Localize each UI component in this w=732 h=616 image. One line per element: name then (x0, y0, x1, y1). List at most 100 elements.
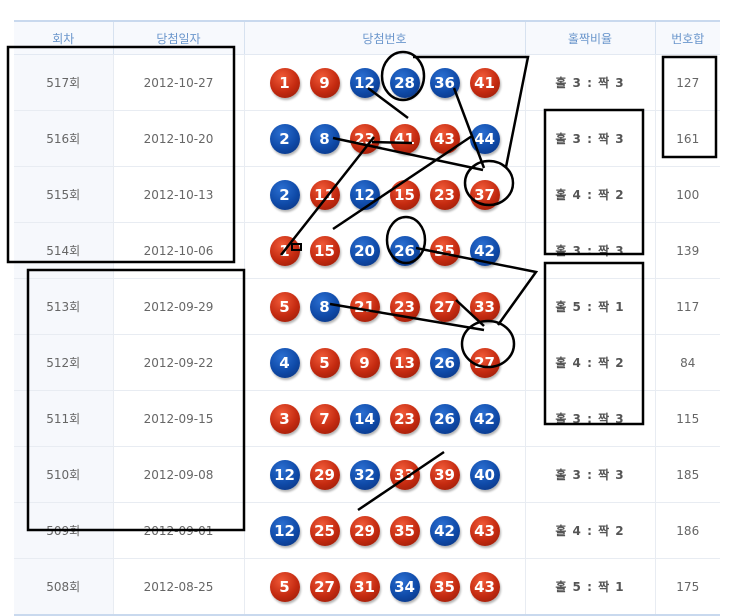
date-cell: 2012-10-13 (113, 166, 245, 223)
lotto-ball: 13 (389, 347, 420, 378)
lotto-ball: 4 (269, 347, 300, 378)
numbers-cell: 2 8 23 41 43 44 (244, 110, 526, 167)
numbers-cell: 1 9 12 28 36 41 (244, 54, 526, 111)
lotto-ball: 26 (429, 347, 460, 378)
lotto-ball: 25 (309, 515, 340, 546)
lotto-ball: 2 (269, 123, 300, 154)
lotto-ball: 20 (349, 235, 380, 266)
lotto-ball: 23 (389, 403, 420, 434)
lotto-ball: 43 (469, 515, 500, 546)
numbers-cell: 3 7 14 23 26 42 (244, 390, 526, 447)
lotto-ball: 9 (349, 347, 380, 378)
date-cell: 2012-10-27 (113, 54, 245, 111)
ratio-cell: 홀 4 : 짝 2 (525, 166, 656, 223)
lotto-ball: 3 (269, 403, 300, 434)
round-cell: 509회 (14, 502, 114, 559)
lotto-ball: 1 (269, 67, 300, 98)
sum-cell: 175 (655, 558, 720, 616)
lotto-ball: 7 (309, 403, 340, 434)
ratio-cell: 홀 3 : 짝 3 (525, 390, 656, 447)
header-ratio: 홀짝비율 (524, 20, 655, 55)
lotto-ball: 35 (429, 571, 460, 602)
lotto-ball: 23 (429, 179, 460, 210)
date-cell: 2012-09-29 (113, 278, 245, 335)
lotto-ball: 8 (309, 123, 340, 154)
lotto-ball: 23 (389, 291, 420, 322)
numbers-cell: 1 15 20 26 35 42 (244, 222, 526, 279)
lotto-ball: 1 (269, 235, 300, 266)
lotto-ball: 28 (389, 67, 420, 98)
lotto-ball: 27 (429, 291, 460, 322)
date-cell: 2012-10-20 (113, 110, 245, 167)
round-cell: 513회 (14, 278, 114, 335)
lotto-ball: 5 (269, 291, 300, 322)
sum-cell: 115 (655, 390, 720, 447)
lotto-ball: 29 (309, 459, 340, 490)
round-cell: 514회 (14, 222, 114, 279)
lotto-ball: 8 (309, 291, 340, 322)
lotto-ball: 11 (309, 179, 340, 210)
lotto-ball: 27 (309, 571, 340, 602)
numbers-cell: 5 27 31 34 35 43 (244, 558, 526, 616)
numbers-cell: 12 29 32 33 39 40 (244, 446, 526, 503)
lotto-ball: 12 (269, 515, 300, 546)
lotto-ball: 5 (309, 347, 340, 378)
lotto-ball: 43 (429, 123, 460, 154)
lotto-ball: 35 (389, 515, 420, 546)
lotto-ball: 31 (349, 571, 380, 602)
numbers-cell: 12 25 29 35 42 43 (244, 502, 526, 559)
ratio-cell: 홀 3 : 짝 3 (525, 110, 656, 167)
header-row: 회차 당첨일자 당첨번호 홀짝비율 번호합 (14, 20, 720, 55)
round-cell: 517회 (14, 54, 114, 111)
ratio-cell: 홀 4 : 짝 2 (525, 502, 656, 559)
sum-cell: 139 (655, 222, 720, 279)
date-cell: 2012-10-06 (113, 222, 245, 279)
lotto-ball: 26 (429, 403, 460, 434)
lotto-ball: 40 (469, 459, 500, 490)
ratio-cell: 홀 5 : 짝 1 (525, 278, 656, 335)
lotto-ball: 12 (349, 67, 380, 98)
sum-cell: 127 (655, 54, 720, 111)
lotto-ball: 2 (269, 179, 300, 210)
numbers-cell: 4 5 9 13 26 27 (244, 334, 526, 391)
lotto-ball: 15 (389, 179, 420, 210)
header-numbers: 당첨번호 (243, 20, 525, 55)
ratio-cell: 홀 3 : 짝 3 (525, 446, 656, 503)
lotto-ball: 15 (309, 235, 340, 266)
sum-cell: 100 (655, 166, 720, 223)
table-row: 510회 2012-09-08 12 29 32 33 39 40 홀 3 : 짝 3 185 (14, 446, 720, 503)
table-row: 508회 2012-08-25 5 27 31 34 35 43 홀 5 : 짝 1 175 (14, 558, 720, 616)
lotto-ball: 12 (349, 179, 380, 210)
sum-cell: 117 (655, 278, 720, 335)
lotto-ball: 14 (349, 403, 380, 434)
lotto-ball: 33 (389, 459, 420, 490)
date-cell: 2012-09-22 (113, 334, 245, 391)
date-cell: 2012-08-25 (113, 558, 245, 616)
table-row: 512회 2012-09-22 4 5 9 13 26 27 홀 4 : 짝 2 84 (14, 334, 720, 391)
round-cell: 516회 (14, 110, 114, 167)
lotto-ball: 36 (429, 67, 460, 98)
lotto-ball: 27 (469, 347, 500, 378)
date-cell: 2012-09-15 (113, 390, 245, 447)
round-cell: 512회 (14, 334, 114, 391)
lotto-ball: 33 (469, 291, 500, 322)
numbers-cell: 2 11 12 15 23 37 (244, 166, 526, 223)
numbers-cell: 5 8 21 23 27 33 (244, 278, 526, 335)
round-cell: 508회 (14, 558, 114, 616)
header-date: 당첨일자 (112, 20, 244, 55)
round-cell: 515회 (14, 166, 114, 223)
lotto-ball: 32 (349, 459, 380, 490)
table-row: 513회 2012-09-29 5 8 21 23 27 33 홀 5 : 짝 1 117 (14, 278, 720, 335)
table-row: 516회 2012-10-20 2 8 23 41 43 44 홀 3 : 짝 3 161 (14, 110, 720, 167)
sum-cell: 161 (655, 110, 720, 167)
lotto-ball: 42 (469, 403, 500, 434)
lotto-ball: 37 (469, 179, 500, 210)
sum-cell: 185 (655, 446, 720, 503)
ratio-cell: 홀 5 : 짝 1 (525, 558, 656, 616)
table-row: 514회 2012-10-06 1 15 20 26 35 42 홀 3 : 짝 3 139 (14, 222, 720, 279)
lotto-ball: 9 (309, 67, 340, 98)
lotto-ball: 35 (429, 235, 460, 266)
header-round: 회차 (14, 20, 113, 55)
lotto-ball: 12 (269, 459, 300, 490)
lotto-ball: 43 (469, 571, 500, 602)
